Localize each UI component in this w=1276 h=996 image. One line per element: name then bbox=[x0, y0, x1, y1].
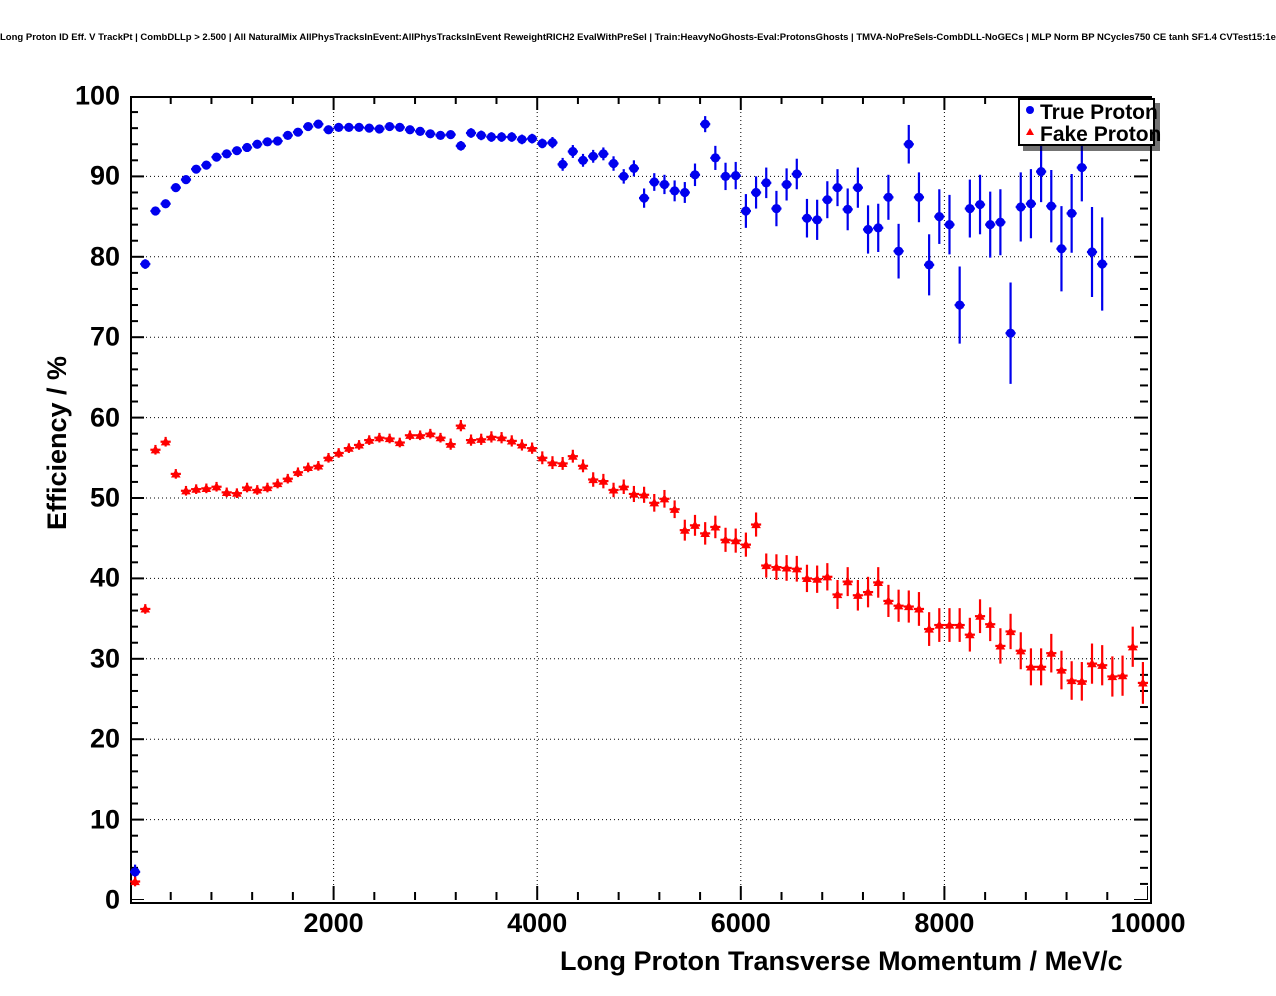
y-axis-title: Efficiency / % bbox=[42, 355, 72, 530]
filled-circle-icon bbox=[1020, 102, 1040, 123]
y-tick-label: 10 bbox=[89, 804, 120, 835]
legend-label-true-proton: True Proton bbox=[1040, 100, 1158, 124]
y-tick-label: 70 bbox=[89, 321, 120, 352]
legend-label-fake-proton: Fake Proton bbox=[1040, 122, 1162, 146]
series-true-proton bbox=[130, 116, 1108, 880]
x-tick-label: 4000 bbox=[507, 908, 568, 938]
y-tick-label: 90 bbox=[89, 160, 120, 191]
legend-entry-true-proton[interactable]: True Proton bbox=[1020, 101, 1158, 123]
y-tick-label: 60 bbox=[89, 402, 120, 433]
y-tick-label: 100 bbox=[74, 80, 120, 111]
x-axis-title: Long Proton Transverse Momentum / MeV/c bbox=[560, 946, 1123, 976]
y-tick-label: 0 bbox=[104, 884, 120, 915]
x-tick-label: 8000 bbox=[914, 908, 975, 938]
series-fake-proton bbox=[130, 420, 1148, 887]
y-tick-label: 80 bbox=[89, 241, 120, 272]
y-tick-label: 20 bbox=[89, 723, 120, 754]
x-tick-label: 2000 bbox=[303, 908, 364, 938]
grid-layer bbox=[130, 96, 1148, 900]
page-title: Long Proton ID Eff. V TrackPt | CombDLLp… bbox=[0, 32, 1276, 43]
legend-entry-fake-proton[interactable]: Fake Proton bbox=[1020, 123, 1161, 145]
ticks-layer bbox=[130, 96, 1148, 900]
y-tick-label: 40 bbox=[89, 562, 120, 593]
x-tick-label: 6000 bbox=[710, 908, 771, 938]
y-tick-label: 50 bbox=[89, 482, 120, 513]
plot-frame bbox=[130, 96, 1152, 904]
legend[interactable]: True Proton Fake Proton bbox=[1018, 98, 1161, 146]
series-layer bbox=[130, 116, 1148, 887]
y-tick-label: 30 bbox=[89, 643, 120, 674]
plot-canvas bbox=[130, 96, 1148, 900]
filled-triangle-icon bbox=[1020, 124, 1040, 145]
x-tick-label: 10000 bbox=[1110, 908, 1186, 938]
